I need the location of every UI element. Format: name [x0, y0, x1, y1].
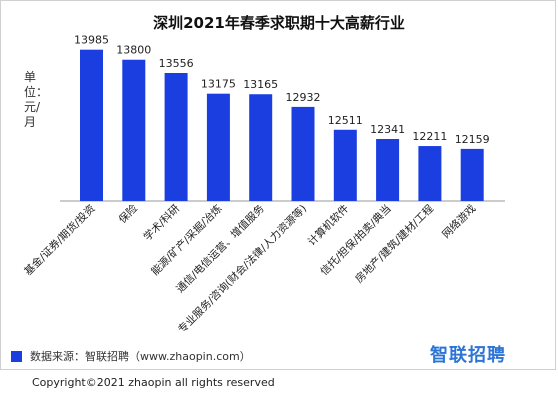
bar-9 — [418, 146, 442, 201]
category-label-9: 房地产/建筑/建材/工程 — [352, 202, 436, 286]
bar-5 — [249, 94, 273, 201]
bar-3 — [164, 72, 188, 202]
category-label-7: 计算机软件 — [305, 202, 351, 248]
data-label-4: 13175 — [201, 78, 236, 91]
bar-6 — [291, 106, 315, 201]
bar-7 — [333, 129, 357, 201]
zhaopin-logo: 智联招聘 — [430, 345, 506, 366]
data-label-2: 13800 — [116, 44, 151, 57]
bar-8 — [376, 139, 400, 201]
bar-chart: 13985 基金/证券/期货/投资 13800 保险 13556 学术/科研 13175 能源… — [22, 34, 505, 336]
category-label-5: 通信/电信运营、增值服务 — [173, 202, 267, 296]
data-label-3: 13556 — [159, 57, 194, 70]
category-label-3: 学术/科研 — [141, 202, 183, 244]
legend: 数据来源：智联招聘（www.zhaopin.com） — [11, 349, 251, 363]
category-label-8: 信托/担保/拍卖/典当 — [318, 202, 394, 278]
data-label-6: 12932 — [286, 91, 321, 104]
data-label-9: 12211 — [412, 130, 447, 143]
data-label-1: 13985 — [74, 34, 109, 47]
chart-title: 深圳2021年春季求职期十大高薪行业 — [153, 14, 405, 32]
data-label-5: 13165 — [243, 78, 278, 91]
bar-2 — [122, 59, 146, 201]
data-label-10: 12159 — [455, 133, 490, 146]
data-label-7: 12511 — [328, 114, 363, 127]
data-label-8: 12341 — [370, 123, 405, 136]
category-label-1: 基金/证券/期货/投资 — [22, 202, 98, 278]
category-label-2: 保险 — [116, 202, 140, 226]
copyright-text: Copyright©2021 zhaopin all rights reserv… — [32, 376, 275, 389]
category-label-4: 能源/矿产/采掘/冶炼 — [148, 202, 224, 278]
bar-10 — [460, 148, 484, 201]
bar-4 — [206, 93, 230, 201]
bar-1 — [80, 49, 103, 201]
legend-swatch — [11, 350, 22, 362]
category-label-10: 网络游戏 — [439, 202, 478, 241]
data-source-text: 数据来源：智联招聘（www.zhaopin.com） — [30, 350, 251, 363]
